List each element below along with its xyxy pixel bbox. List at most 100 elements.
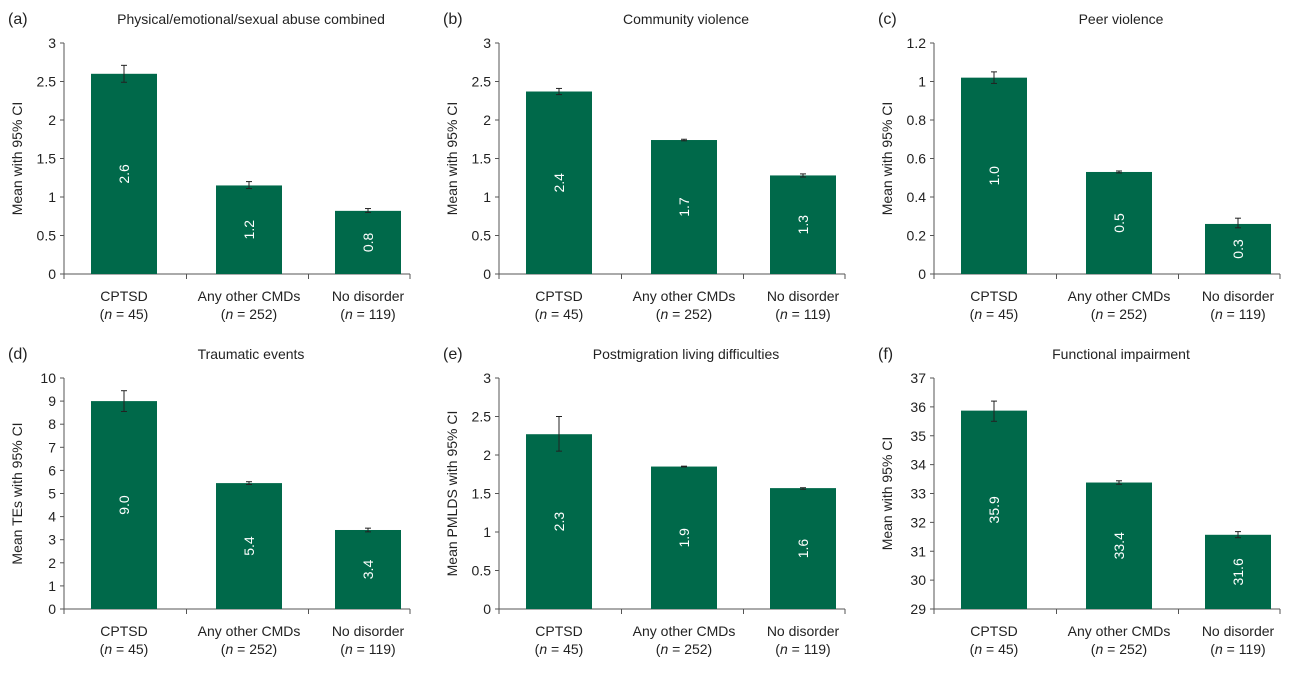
y-tick-label: 37 xyxy=(910,370,926,386)
panel-letter: (a) xyxy=(8,11,28,28)
y-tick-label: 2 xyxy=(483,112,491,128)
y-tick-label: 33 xyxy=(910,486,926,502)
bar-value-label: 0.3 xyxy=(1230,239,1246,259)
y-tick-label: 5 xyxy=(48,486,56,502)
bar-value-label: 5.4 xyxy=(241,536,257,556)
y-tick-label: 1.5 xyxy=(472,151,492,167)
bar xyxy=(335,529,401,609)
x-category-label: No disorder xyxy=(1202,623,1275,639)
x-sample-size-label: (n = 119) xyxy=(1210,641,1265,657)
x-category-label: Any other CMDs xyxy=(198,288,301,304)
bar-value-label: 33.4 xyxy=(1111,532,1127,559)
panel-letter: (e) xyxy=(443,346,463,363)
y-tick-label: 2 xyxy=(48,555,56,571)
x-sample-size-label: (n = 252) xyxy=(221,306,277,322)
bar-value-label: 0.5 xyxy=(1111,213,1127,233)
x-sample-size-label: (n = 252) xyxy=(1091,306,1147,322)
y-tick-label: 3 xyxy=(48,532,56,548)
x-category-label: No disorder xyxy=(332,623,405,639)
bar-value-label: 1.7 xyxy=(676,197,692,217)
y-tick-label: 0 xyxy=(483,266,491,282)
x-category-label: No disorder xyxy=(1202,288,1275,304)
x-category-label: No disorder xyxy=(332,288,405,304)
x-sample-size-label: (n = 252) xyxy=(1091,641,1147,657)
bar-value-label: 0.8 xyxy=(360,232,376,252)
y-tick-label: 32 xyxy=(910,514,926,530)
panel-letter: (f) xyxy=(878,346,893,363)
y-tick-label: 35 xyxy=(910,428,926,444)
panel-letter: (c) xyxy=(878,11,897,28)
bar-value-label: 2.4 xyxy=(551,173,567,193)
x-sample-size-label: (n = 119) xyxy=(340,306,395,322)
x-sample-size-label: (n = 252) xyxy=(656,306,712,322)
y-tick-label: 2 xyxy=(48,112,56,128)
panel-letter: (b) xyxy=(443,11,463,28)
y-axis-label: Mean TEs with 95% CI xyxy=(9,422,25,564)
bar-value-label: 9.0 xyxy=(116,495,132,515)
bar-value-label: 35.9 xyxy=(986,496,1002,523)
x-sample-size-label: (n = 119) xyxy=(775,641,830,657)
bar-value-label: 1.9 xyxy=(676,528,692,548)
x-sample-size-label: (n = 45) xyxy=(535,641,584,657)
panel-title: Community violence xyxy=(623,11,749,27)
y-tick-label: 1.2 xyxy=(907,35,927,51)
x-category-label: CPTSD xyxy=(970,623,1017,639)
panel-title: Traumatic events xyxy=(198,346,305,362)
y-tick-label: 2.5 xyxy=(472,74,492,90)
x-category-label: No disorder xyxy=(767,623,840,639)
y-tick-label: 0 xyxy=(48,266,56,282)
bar-value-label: 31.6 xyxy=(1230,558,1246,585)
x-category-label: CPTSD xyxy=(535,288,582,304)
y-tick-label: 3 xyxy=(483,35,491,51)
y-tick-label: 2.5 xyxy=(472,409,492,425)
bar xyxy=(216,483,282,609)
bar xyxy=(91,401,157,609)
bar xyxy=(961,77,1027,275)
bar xyxy=(216,185,282,274)
y-tick-label: 3 xyxy=(48,35,56,51)
bar xyxy=(651,466,717,609)
chart-panel-1: (a) Physical/emotional/sexual abuse combi… xyxy=(8,11,411,322)
y-tick-label: 9 xyxy=(48,393,56,409)
y-tick-label: 10 xyxy=(40,370,56,386)
y-axis-label: Mean with 95% CI xyxy=(9,102,25,216)
chart-panel-4: (d) Traumatic events Mean TEs with 95% CI 0… xyxy=(8,346,411,657)
y-axis-label: Mean with 95% CI xyxy=(444,102,460,216)
bar xyxy=(335,210,401,274)
x-sample-size-label: (n = 45) xyxy=(100,641,149,657)
x-sample-size-label: (n = 45) xyxy=(535,306,584,322)
bar xyxy=(1086,482,1152,609)
y-tick-label: 0 xyxy=(918,266,926,282)
y-tick-label: 29 xyxy=(910,601,926,617)
x-sample-size-label: (n = 45) xyxy=(970,641,1019,657)
x-category-label: Any other CMDs xyxy=(633,623,736,639)
x-category-label: CPTSD xyxy=(100,623,147,639)
x-category-label: Any other CMDs xyxy=(198,623,301,639)
bar xyxy=(526,434,592,609)
y-tick-label: 1 xyxy=(918,74,926,90)
y-tick-label: 4 xyxy=(48,509,56,525)
panel-title: Postmigration living difficulties xyxy=(593,346,780,362)
panel-letter: (d) xyxy=(8,346,28,363)
y-tick-label: 34 xyxy=(910,457,926,473)
y-tick-label: 8 xyxy=(48,416,56,432)
bar xyxy=(651,140,717,274)
y-tick-label: 0.5 xyxy=(472,228,492,244)
y-tick-label: 0 xyxy=(483,601,491,617)
x-category-label: CPTSD xyxy=(535,623,582,639)
bar xyxy=(1205,223,1271,274)
x-category-label: Any other CMDs xyxy=(1068,623,1171,639)
bar-value-label: 3.4 xyxy=(360,560,376,580)
x-sample-size-label: (n = 45) xyxy=(100,306,149,322)
x-sample-size-label: (n = 119) xyxy=(775,306,830,322)
y-tick-label: 7 xyxy=(48,439,56,455)
y-tick-label: 0.2 xyxy=(907,228,927,244)
bar-value-label: 1.6 xyxy=(795,539,811,559)
y-tick-label: 0.8 xyxy=(907,112,927,128)
panel-title: Physical/emotional/sexual abuse combined xyxy=(117,11,385,27)
x-category-label: CPTSD xyxy=(970,288,1017,304)
y-tick-label: 1 xyxy=(483,189,491,205)
y-axis-label: Mean with 95% CI xyxy=(879,437,895,551)
